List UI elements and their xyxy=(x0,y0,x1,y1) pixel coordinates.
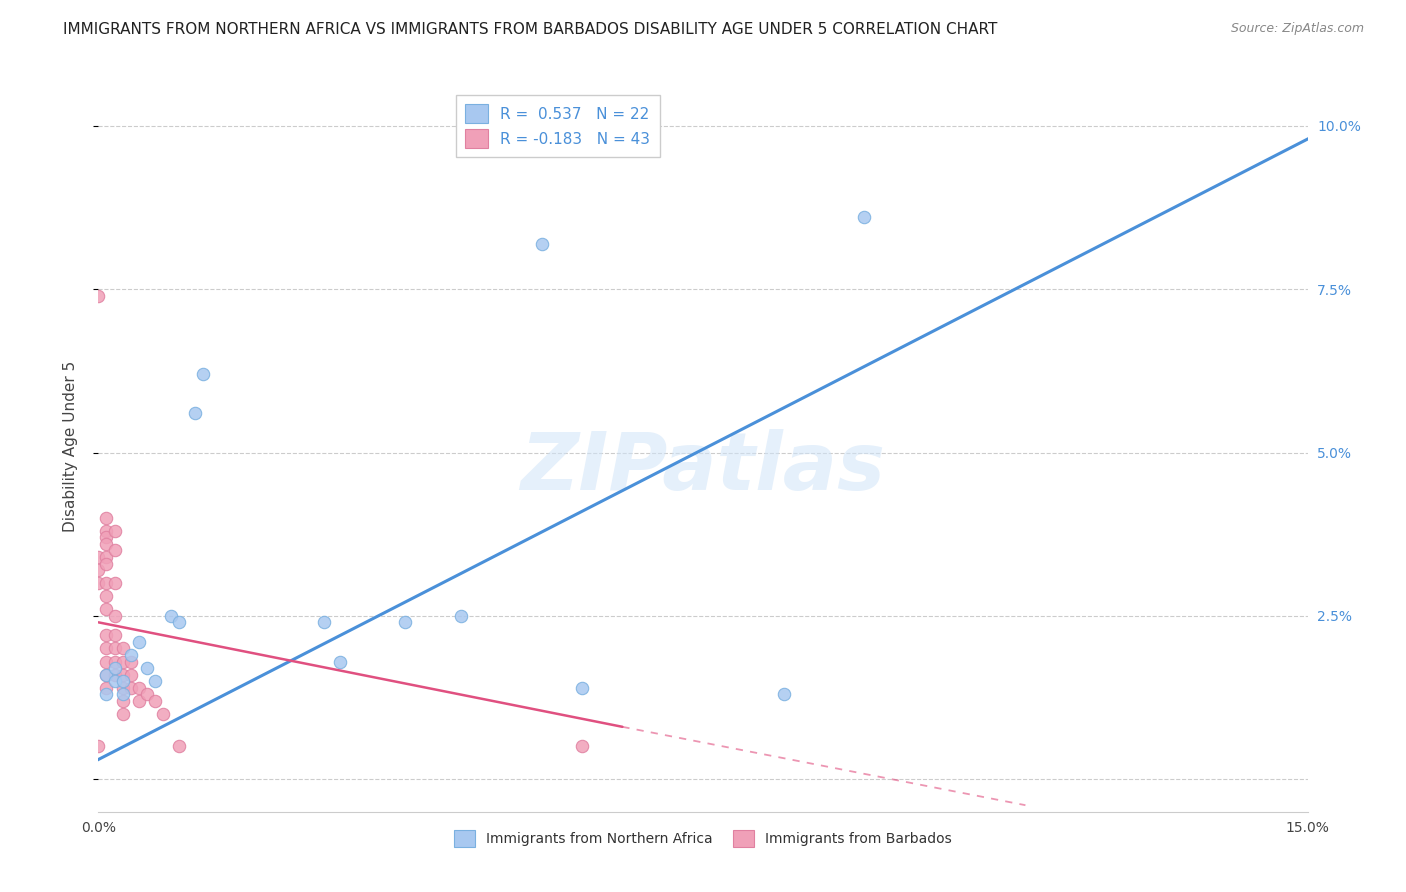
Text: IMMIGRANTS FROM NORTHERN AFRICA VS IMMIGRANTS FROM BARBADOS DISABILITY AGE UNDER: IMMIGRANTS FROM NORTHERN AFRICA VS IMMIG… xyxy=(63,22,998,37)
Point xyxy=(96,557,118,571)
Legend: Immigrants from Northern Africa, Immigrants from Barbados: Immigrants from Northern Africa, Immigra… xyxy=(449,824,957,853)
Point xyxy=(87,563,110,577)
Point xyxy=(96,628,118,642)
Point xyxy=(120,681,142,695)
Point xyxy=(96,667,118,681)
Point xyxy=(87,289,110,303)
Point xyxy=(314,615,336,630)
Point xyxy=(111,667,134,681)
Point xyxy=(571,739,593,754)
Point xyxy=(120,648,142,662)
Point xyxy=(530,236,553,251)
Point xyxy=(96,667,118,681)
Point xyxy=(571,681,593,695)
Point xyxy=(103,628,125,642)
Y-axis label: Disability Age Under 5: Disability Age Under 5 xyxy=(63,360,77,532)
Point xyxy=(394,615,416,630)
Point xyxy=(103,667,125,681)
Text: Source: ZipAtlas.com: Source: ZipAtlas.com xyxy=(1230,22,1364,36)
Point xyxy=(103,661,125,675)
Point xyxy=(87,576,110,591)
Point xyxy=(96,687,118,701)
Point xyxy=(96,549,118,564)
Point xyxy=(96,641,118,656)
Point xyxy=(103,608,125,623)
Point xyxy=(128,635,150,649)
Point xyxy=(103,576,125,591)
Point xyxy=(111,674,134,689)
Point xyxy=(96,511,118,525)
Point xyxy=(111,641,134,656)
Point xyxy=(167,739,190,754)
Point xyxy=(111,687,134,701)
Point xyxy=(96,655,118,669)
Point xyxy=(103,524,125,538)
Point xyxy=(128,694,150,708)
Text: ZIPatlas: ZIPatlas xyxy=(520,429,886,507)
Point xyxy=(87,549,110,564)
Point xyxy=(152,706,174,721)
Point xyxy=(96,537,118,551)
Point xyxy=(135,687,157,701)
Point xyxy=(772,687,794,701)
Point xyxy=(111,694,134,708)
Point xyxy=(143,674,166,689)
Point xyxy=(111,706,134,721)
Point xyxy=(96,576,118,591)
Point xyxy=(143,694,166,708)
Point xyxy=(450,608,472,623)
Point xyxy=(111,681,134,695)
Point xyxy=(87,739,110,754)
Point xyxy=(120,667,142,681)
Point xyxy=(103,674,125,689)
Point xyxy=(111,655,134,669)
Point xyxy=(96,681,118,695)
Point xyxy=(329,655,352,669)
Point xyxy=(103,641,125,656)
Point xyxy=(167,615,190,630)
Point xyxy=(96,602,118,616)
Point xyxy=(96,530,118,544)
Point xyxy=(96,589,118,603)
Point xyxy=(853,211,876,225)
Point xyxy=(103,543,125,558)
Point xyxy=(184,406,207,420)
Point xyxy=(128,681,150,695)
Point xyxy=(120,655,142,669)
Point xyxy=(135,661,157,675)
Point xyxy=(96,524,118,538)
Point xyxy=(160,608,183,623)
Point xyxy=(103,655,125,669)
Point xyxy=(193,367,215,381)
